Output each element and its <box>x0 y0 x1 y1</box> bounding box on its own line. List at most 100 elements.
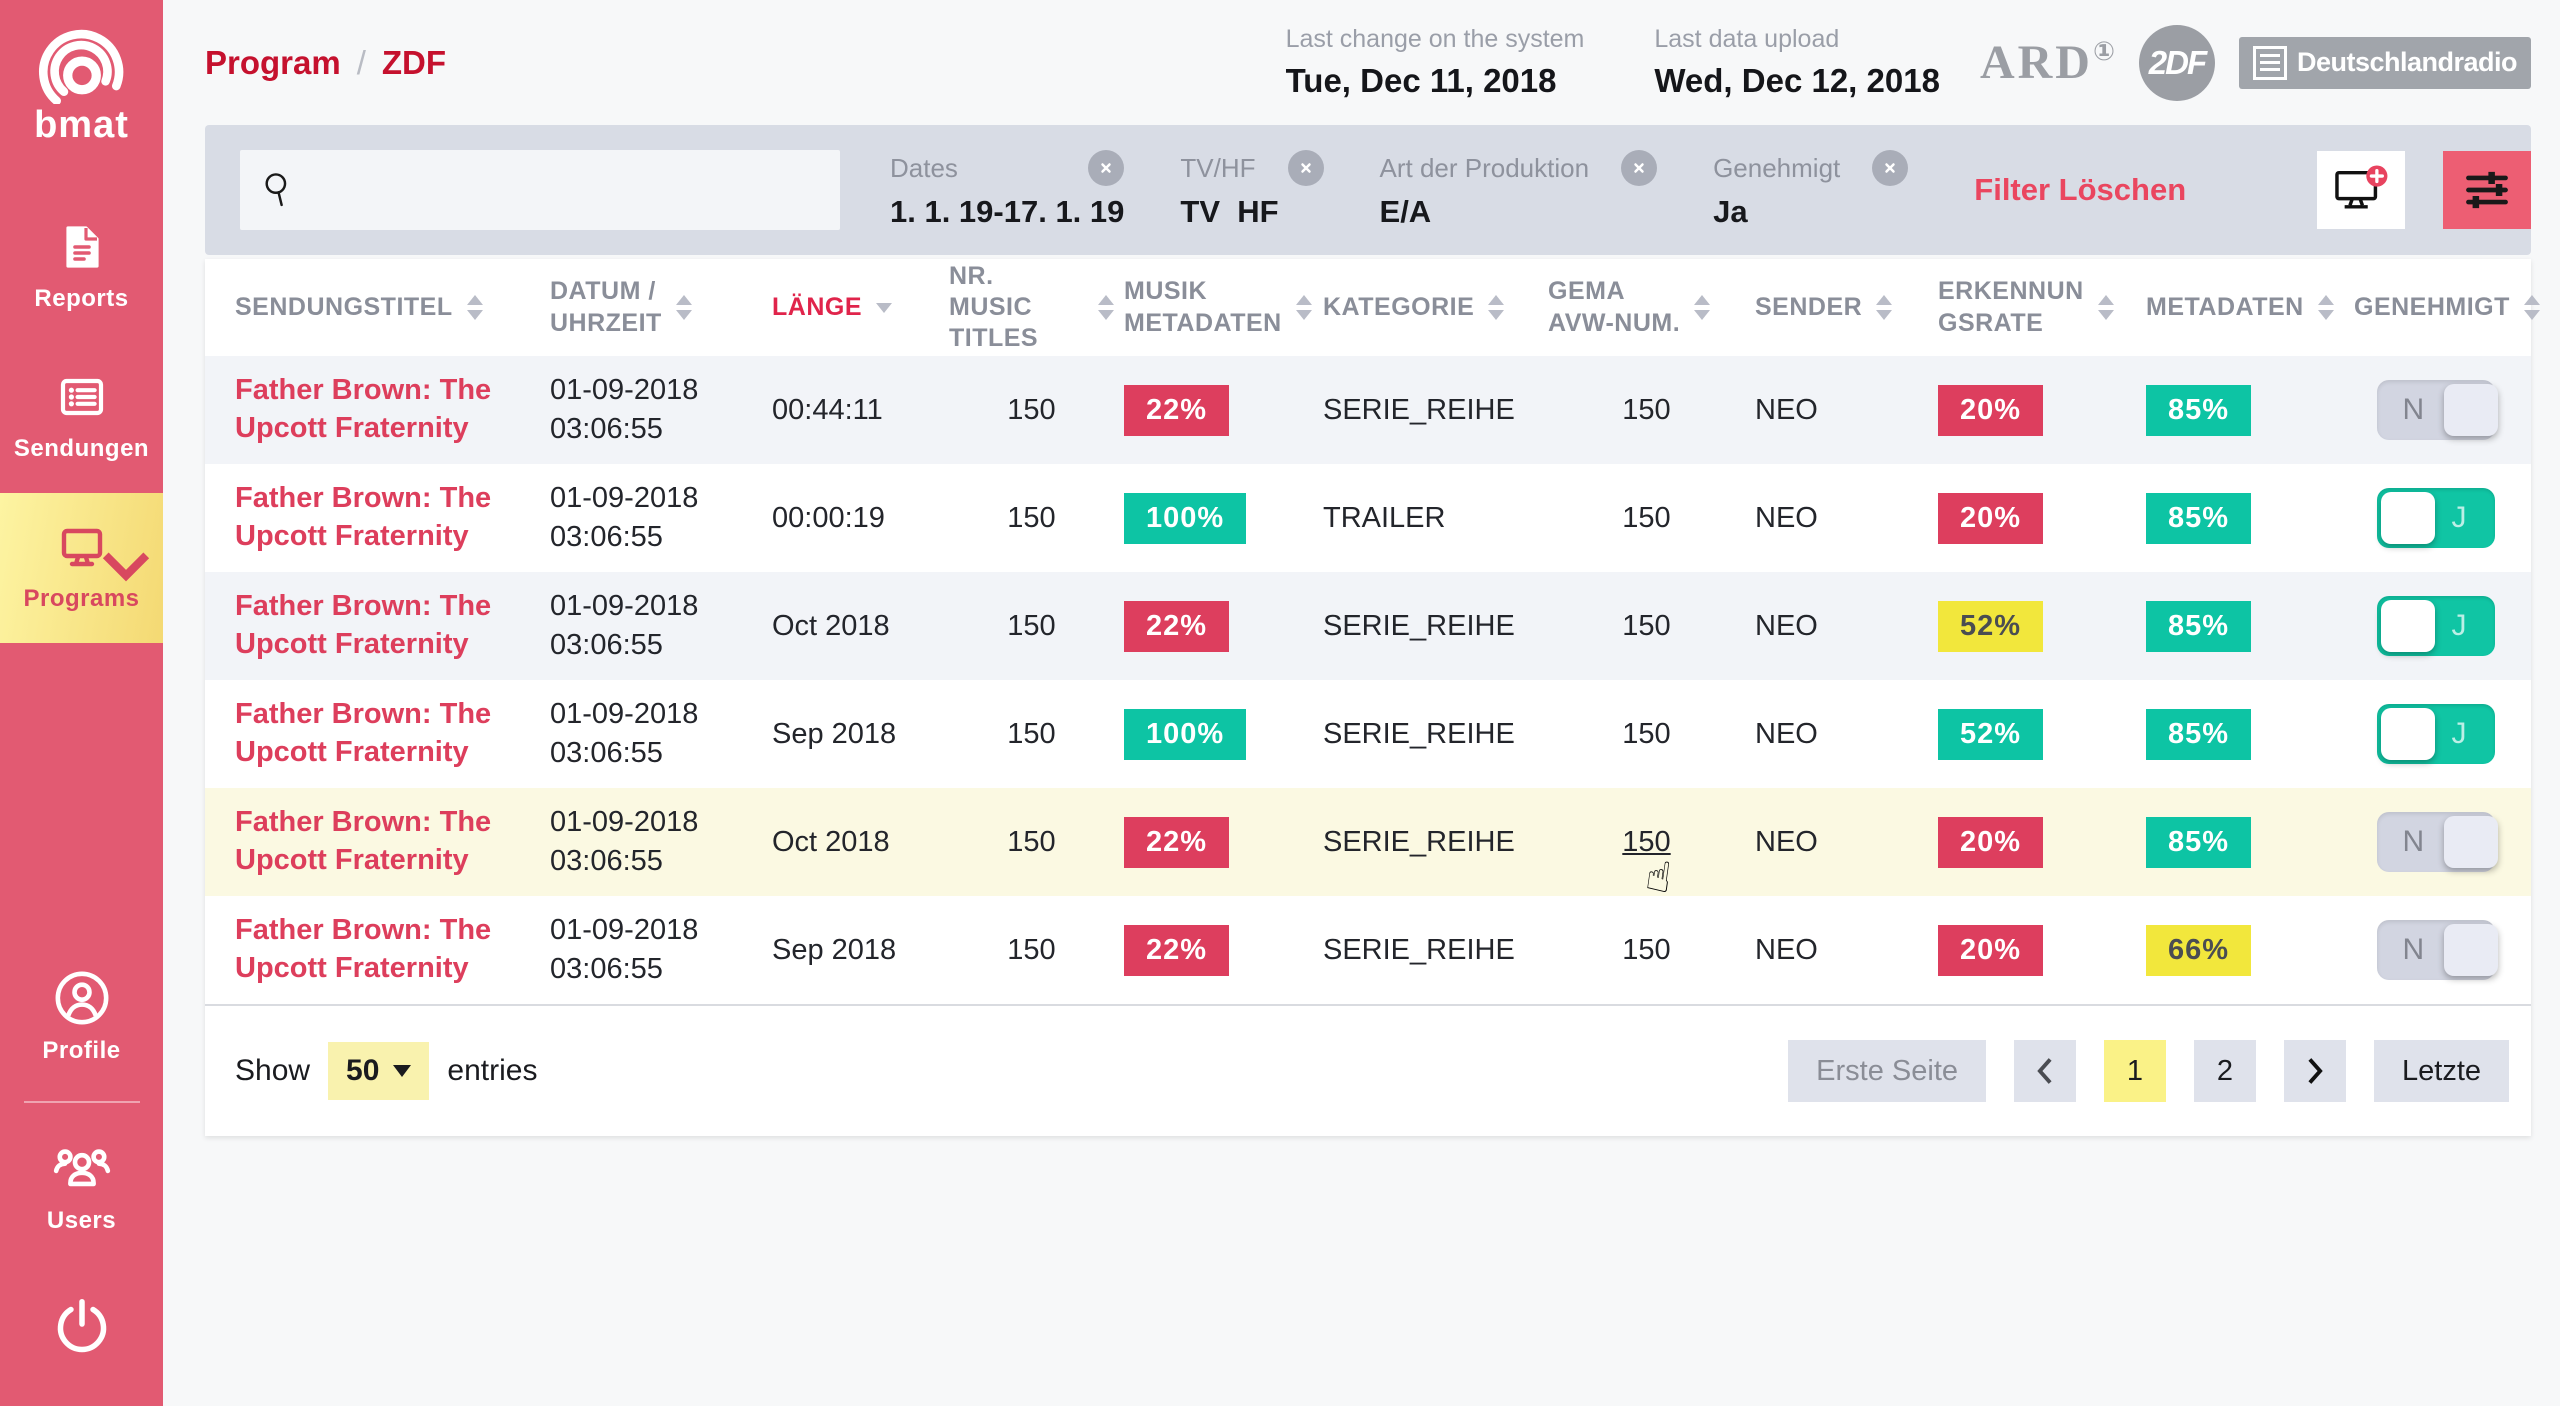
system-meta: Last change on the system Tue, Dec 11, 2… <box>1286 25 1940 100</box>
cell-gema-avw-num[interactable]: 150 ☝ <box>1622 825 1676 903</box>
cell-nr-music-titles: 150 <box>1007 933 1056 966</box>
column-header-erkennun-gsrate[interactable]: ERKENNUN GSRATE <box>1938 276 2146 339</box>
last-page-button[interactable]: Letzte <box>2374 1040 2509 1102</box>
musik-metadaten-badge: 22% <box>1124 924 1230 976</box>
filter-bar-buttons <box>2317 151 2531 229</box>
sendungen-list-icon <box>60 378 103 416</box>
reports-document-icon <box>65 226 99 268</box>
sort-icon[interactable] <box>2523 295 2540 320</box>
sliders-icon <box>2466 171 2508 209</box>
column-header-musik-metadaten[interactable]: MUSIK METADATEN <box>1124 276 1323 339</box>
column-header-genehmigt[interactable]: GENEHMIGT <box>2354 292 2550 323</box>
last-change-block: Last change on the system Tue, Dec 11, 2… <box>1286 25 1585 100</box>
sort-icon[interactable] <box>1876 295 1893 320</box>
column-header-l-nge[interactable]: LÄNGE <box>772 292 949 323</box>
cell-nr-music-titles: 150 <box>1007 393 1056 426</box>
cell-metadaten: 85% <box>2146 600 2354 652</box>
sidebar-item-sendungen[interactable]: Sendungen <box>0 343 163 493</box>
page-2-button[interactable]: 2 <box>2194 1040 2256 1102</box>
toggle-knob[interactable] <box>2380 492 2435 544</box>
cell-musik-metadaten: 22% <box>1124 600 1323 652</box>
cell-sendungstitel[interactable]: Father Brown: The Upcott Fraternity <box>235 806 492 876</box>
first-page-button[interactable]: Erste Seite <box>1788 1040 1986 1102</box>
cell-metadaten: 85% <box>2146 816 2354 868</box>
sidebar-nav: Reports Sendungen Programs <box>0 193 163 643</box>
cell-metadaten: 85% <box>2146 492 2354 544</box>
column-header-kategorie[interactable]: KATEGORIE <box>1323 292 1548 323</box>
ard-logo: ARD ① <box>1979 36 2115 89</box>
filter-chip-genehmigt: Genehmigt Ja <box>1713 150 1909 230</box>
sort-icon[interactable] <box>1098 295 1114 320</box>
last-upload-block: Last data upload Wed, Dec 12, 2018 <box>1654 25 1940 100</box>
logout-power-button[interactable] <box>52 1295 112 1362</box>
clear-filters-link[interactable]: Filter Löschen <box>1974 172 2187 207</box>
cell-sendungstitel[interactable]: Father Brown: The Upcott Fraternity <box>235 698 492 768</box>
cell-sendungstitel[interactable]: Father Brown: The Upcott Fraternity <box>235 914 492 984</box>
cell-sendungstitel[interactable]: Father Brown: The Upcott Fraternity <box>235 374 492 444</box>
sort-icon[interactable] <box>876 302 892 313</box>
close-icon[interactable] <box>1287 150 1324 186</box>
next-page-button[interactable] <box>2284 1040 2346 1102</box>
cell-gema-avw-num: 150 <box>1622 609 1671 642</box>
cell-laenge: 00:44:11 <box>772 393 883 426</box>
table-row: Father Brown: The Upcott Fraternity 01-09… <box>205 572 2531 680</box>
search-input[interactable] <box>310 150 840 230</box>
genehmigt-toggle[interactable]: J <box>2376 596 2495 656</box>
close-icon[interactable] <box>1872 150 1909 186</box>
caret-down-icon <box>393 1065 412 1077</box>
genehmigt-toggle[interactable]: J <box>2376 704 2495 764</box>
add-program-button[interactable] <box>2317 151 2405 229</box>
bmat-logo: bmat <box>0 0 163 147</box>
cell-genehmigt: N <box>2354 812 2531 872</box>
sidebar-item-programs[interactable]: Programs <box>0 493 163 643</box>
pagination-bar: Show 50 entries Erste Seite 1 2 <box>205 1004 2531 1136</box>
cell-sendungstitel[interactable]: Father Brown: The Upcott Fraternity <box>235 590 492 660</box>
cell-sendungstitel[interactable]: Father Brown: The Upcott Fraternity <box>235 482 492 552</box>
erkennungsrate-badge: 20% <box>1938 924 2044 976</box>
column-header-metadaten[interactable]: METADATEN <box>2146 292 2354 323</box>
power-icon <box>57 1299 106 1353</box>
sort-icon[interactable] <box>1694 295 1711 320</box>
topbar: Program / ZDF Last change on the system … <box>205 0 2531 125</box>
bmat-soundwave-icon <box>38 29 123 104</box>
toggle-knob[interactable] <box>2443 924 2498 976</box>
page-size-select[interactable]: 50 <box>328 1042 430 1100</box>
column-header-sender[interactable]: SENDER <box>1755 292 1938 323</box>
sidebar-item-users[interactable]: Users <box>47 1139 116 1235</box>
close-icon[interactable] <box>1088 150 1125 186</box>
sort-icon[interactable] <box>675 295 692 320</box>
sidebar-item-reports[interactable]: Reports <box>0 193 163 343</box>
toggle-knob[interactable] <box>2380 600 2435 652</box>
sort-icon[interactable] <box>466 295 483 320</box>
users-group-icon <box>53 1149 110 1187</box>
column-header-datum-uhrzeit[interactable]: DATUM / UHRZEIT <box>550 276 772 339</box>
genehmigt-toggle[interactable]: J <box>2376 488 2495 548</box>
sidebar-item-profile[interactable]: Profile <box>42 969 120 1065</box>
toggle-knob[interactable] <box>2443 384 2498 436</box>
close-icon[interactable] <box>1621 150 1658 186</box>
column-header-sendungstitel[interactable]: SENDUNGSTITEL <box>235 292 550 323</box>
genehmigt-toggle[interactable]: N <box>2376 380 2498 440</box>
column-header-nr-music-titles[interactable]: NR. MUSIC TITLES <box>949 261 1124 355</box>
genehmigt-toggle[interactable]: N <box>2376 920 2498 980</box>
last-change-value: Tue, Dec 11, 2018 <box>1285 62 1557 99</box>
genehmigt-toggle[interactable]: N <box>2376 812 2498 872</box>
last-upload-label: Last data upload <box>1654 25 1840 53</box>
sort-icon[interactable] <box>1488 295 1505 320</box>
cell-metadaten: 66% <box>2146 924 2354 976</box>
cell-erkennungsrate: 20% <box>1938 492 2146 544</box>
sort-icon[interactable] <box>2317 295 2334 320</box>
breadcrumb-zdf[interactable]: ZDF <box>381 43 447 81</box>
last-upload-value: Wed, Dec 12, 2018 <box>1654 62 1940 99</box>
breadcrumb-program[interactable]: Program <box>205 43 341 81</box>
page-1-button[interactable]: 1 <box>2104 1040 2166 1102</box>
toggle-knob[interactable] <box>2443 816 2498 868</box>
previous-page-button[interactable] <box>2014 1040 2076 1102</box>
filter-settings-button[interactable] <box>2443 151 2531 229</box>
column-header-gema-avw-num[interactable]: GEMA AVW-NUM. <box>1548 276 1755 339</box>
toggle-knob[interactable] <box>2380 708 2435 760</box>
sort-icon[interactable] <box>2097 295 2114 320</box>
profile-user-icon <box>55 971 108 1025</box>
sort-icon[interactable] <box>1295 295 1312 320</box>
